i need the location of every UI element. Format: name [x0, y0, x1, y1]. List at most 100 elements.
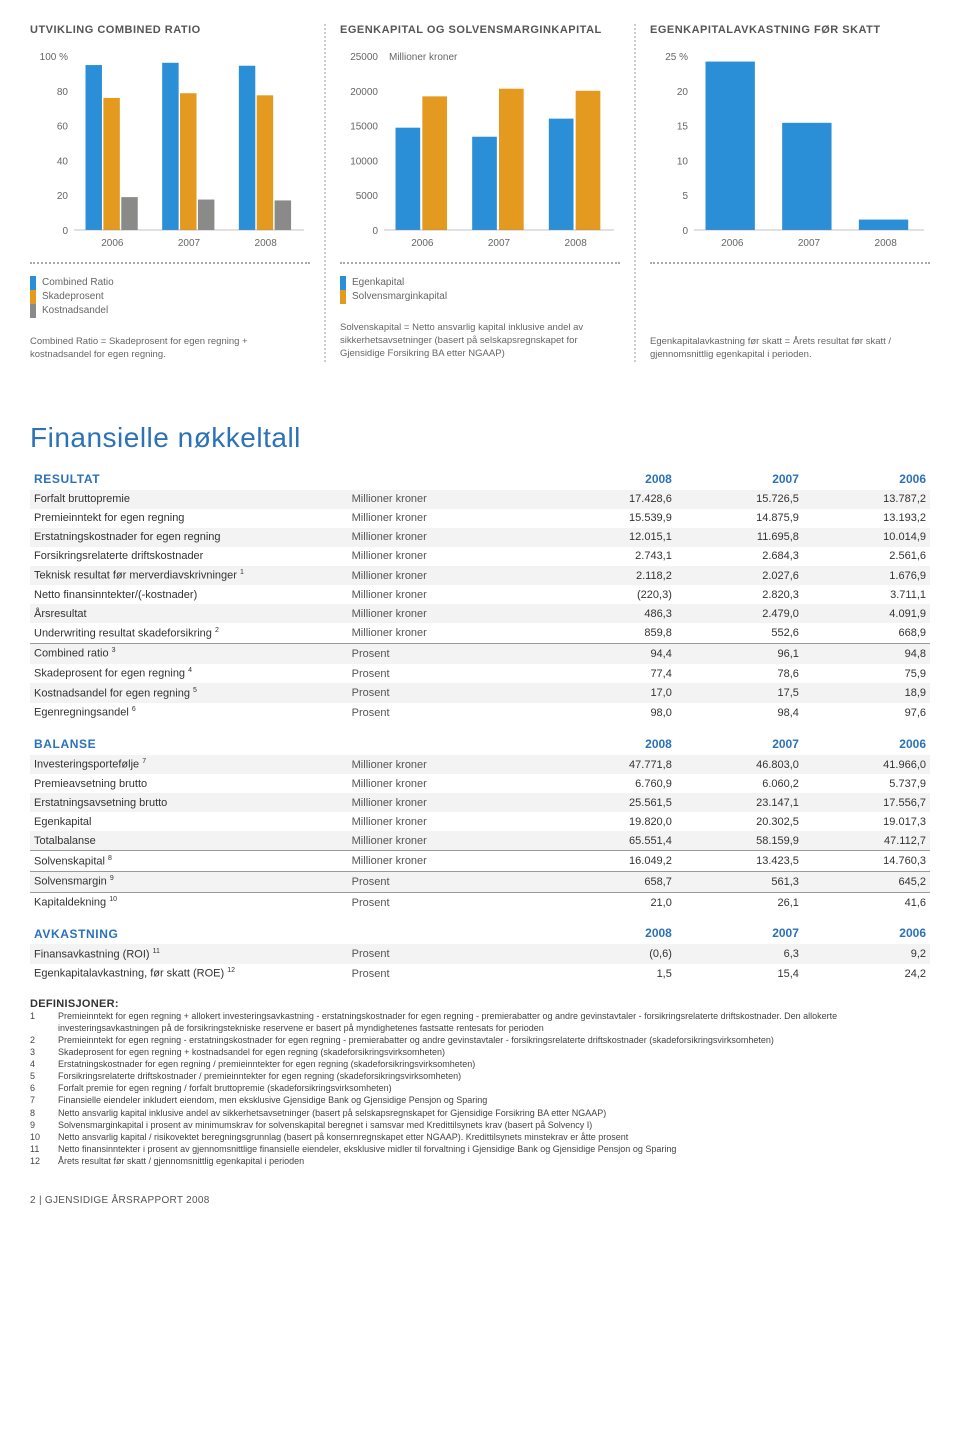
row-unit: Millioner kroner: [348, 604, 549, 623]
chart-legend: Combined Ratio Skadeprosent Kostnadsande…: [30, 276, 310, 318]
cell: 77,4: [549, 664, 676, 684]
table-row: Teknisk resultat før merverdiavskrivning…: [30, 566, 930, 586]
definition-number: 8: [30, 1107, 44, 1119]
row-unit: Prosent: [348, 892, 549, 912]
col-year: 2008: [549, 922, 676, 944]
definition-text: Årets resultat før skatt / gjennomsnittl…: [58, 1155, 304, 1167]
table-row: Kapitaldekning 10 Prosent 21,0 26,1 41,6: [30, 892, 930, 912]
svg-text:20: 20: [677, 87, 689, 98]
cell: 5.737,9: [803, 774, 930, 793]
svg-text:2006: 2006: [101, 238, 124, 249]
legend-item: Kostnadsandel: [30, 304, 310, 318]
svg-text:20: 20: [57, 191, 69, 202]
cell: 9,2: [803, 944, 930, 964]
svg-text:15000: 15000: [350, 122, 378, 133]
cell: 98,4: [676, 703, 803, 723]
definition-text: Premieinntekt for egen regning + alloker…: [58, 1010, 930, 1034]
cell: 6.760,9: [549, 774, 676, 793]
cell: (220,3): [549, 585, 676, 604]
cell: 17.428,6: [549, 490, 676, 509]
row-unit: Millioner kroner: [348, 490, 549, 509]
row-unit: Prosent: [348, 703, 549, 723]
section-head: AVKASTNING: [30, 922, 348, 944]
chart-title: EGENKAPITALAVKASTNING FØR SKATT: [650, 24, 930, 36]
cell: 2.479,0: [676, 604, 803, 623]
row-unit: Prosent: [348, 664, 549, 684]
svg-text:0: 0: [372, 226, 378, 237]
legend-swatch: [30, 304, 36, 318]
svg-text:60: 60: [57, 122, 69, 133]
row-label: Finansavkastning (ROI) 11: [30, 944, 348, 964]
row-unit: Millioner kroner: [348, 547, 549, 566]
cell: 15.539,9: [549, 509, 676, 528]
chart-equity: EGENKAPITAL OG SOLVENSMARGINKAPITAL 0500…: [324, 24, 620, 362]
svg-text:2008: 2008: [565, 238, 588, 249]
definition-text: Erstatningskostnader for egen regning / …: [58, 1058, 475, 1070]
chart-legend: Egenkapital Solvensmarginkapital: [340, 276, 620, 304]
page-footer: 2 | GJENSIDIGE ÅRSRAPPORT 2008: [30, 1195, 930, 1206]
definition-text: Forfalt premie for egen regning / forfal…: [58, 1082, 392, 1094]
chart-title: EGENKAPITAL OG SOLVENSMARGINKAPITAL: [340, 24, 620, 36]
table-row: Totalbalanse Millioner kroner 65.551,4 5…: [30, 831, 930, 851]
table-row: Egenregningsandel 6 Prosent 98,0 98,4 97…: [30, 703, 930, 723]
legend-item: Skadeprosent: [30, 290, 310, 304]
cell: 17,0: [549, 683, 676, 703]
row-unit: Millioner kroner: [348, 509, 549, 528]
svg-text:10: 10: [677, 156, 689, 167]
svg-text:25 %: 25 %: [665, 52, 688, 63]
cell: 17.556,7: [803, 793, 930, 812]
svg-text:0: 0: [682, 226, 688, 237]
cell: 486,3: [549, 604, 676, 623]
svg-text:2008: 2008: [255, 238, 278, 249]
definition-item: 7 Finansielle eiendeler inkludert eiendo…: [30, 1094, 930, 1106]
cell: 96,1: [676, 643, 803, 663]
legend-label: Kostnadsandel: [42, 304, 108, 318]
cell: 2.743,1: [549, 547, 676, 566]
svg-text:2006: 2006: [411, 238, 434, 249]
row-unit: Millioner kroner: [348, 851, 549, 872]
chart-combined-ratio: UTVIKLING COMBINED RATIO 020406080100 %2…: [30, 24, 310, 362]
table-row: Netto finansinntekter/(-kostnader) Milli…: [30, 585, 930, 604]
svg-text:5: 5: [682, 191, 688, 202]
cell: 2.561,6: [803, 547, 930, 566]
row-label: Egenregningsandel 6: [30, 703, 348, 723]
definition-number: 9: [30, 1119, 44, 1131]
definition-item: 9 Solvensmarginkapital i prosent av mini…: [30, 1119, 930, 1131]
svg-text:20000: 20000: [350, 87, 378, 98]
row-unit: Millioner kroner: [348, 774, 549, 793]
row-unit: Prosent: [348, 871, 549, 892]
legend-label: Solvensmarginkapital: [352, 290, 447, 304]
cell: 1.676,9: [803, 566, 930, 586]
cell: 15.726,5: [676, 490, 803, 509]
cell: (0,6): [549, 944, 676, 964]
cell: 13.787,2: [803, 490, 930, 509]
table-row: Erstatningsavsetning brutto Millioner kr…: [30, 793, 930, 812]
definition-text: Premieinntekt for egen regning - erstatn…: [58, 1034, 774, 1046]
row-unit: Millioner kroner: [348, 585, 549, 604]
definition-item: 6 Forfalt premie for egen regning / forf…: [30, 1082, 930, 1094]
col-year: 2008: [549, 468, 676, 490]
table-row: Egenkapital Millioner kroner 19.820,0 20…: [30, 812, 930, 831]
definition-number: 3: [30, 1046, 44, 1058]
svg-text:2007: 2007: [488, 238, 511, 249]
col-year: 2008: [549, 733, 676, 755]
row-unit: Millioner kroner: [348, 566, 549, 586]
cell: 98,0: [549, 703, 676, 723]
section-head: RESULTAT: [30, 468, 348, 490]
definition-item: 12 Årets resultat før skatt / gjennomsni…: [30, 1155, 930, 1167]
legend-swatch: [340, 290, 346, 304]
definition-text: Netto ansvarlig kapital / risikovektet b…: [58, 1131, 628, 1143]
definition-text: Netto ansvarlig kapital inklusive andel …: [58, 1107, 606, 1119]
col-year: 2007: [676, 468, 803, 490]
definition-item: 10 Netto ansvarlig kapital / risikovekte…: [30, 1131, 930, 1143]
svg-text:2008: 2008: [875, 238, 898, 249]
col-year: 2006: [803, 922, 930, 944]
cell: 658,7: [549, 871, 676, 892]
svg-text:40: 40: [57, 156, 69, 167]
row-unit: Millioner kroner: [348, 831, 549, 851]
chart-note: Solvenskapital = Netto ansvarlig kapital…: [340, 322, 620, 360]
table-row: Investeringsportefølje 7 Millioner krone…: [30, 755, 930, 775]
row-label: Underwriting resultat skadeforsikring 2: [30, 623, 348, 643]
svg-text:15: 15: [677, 122, 689, 133]
svg-text:2007: 2007: [798, 238, 821, 249]
